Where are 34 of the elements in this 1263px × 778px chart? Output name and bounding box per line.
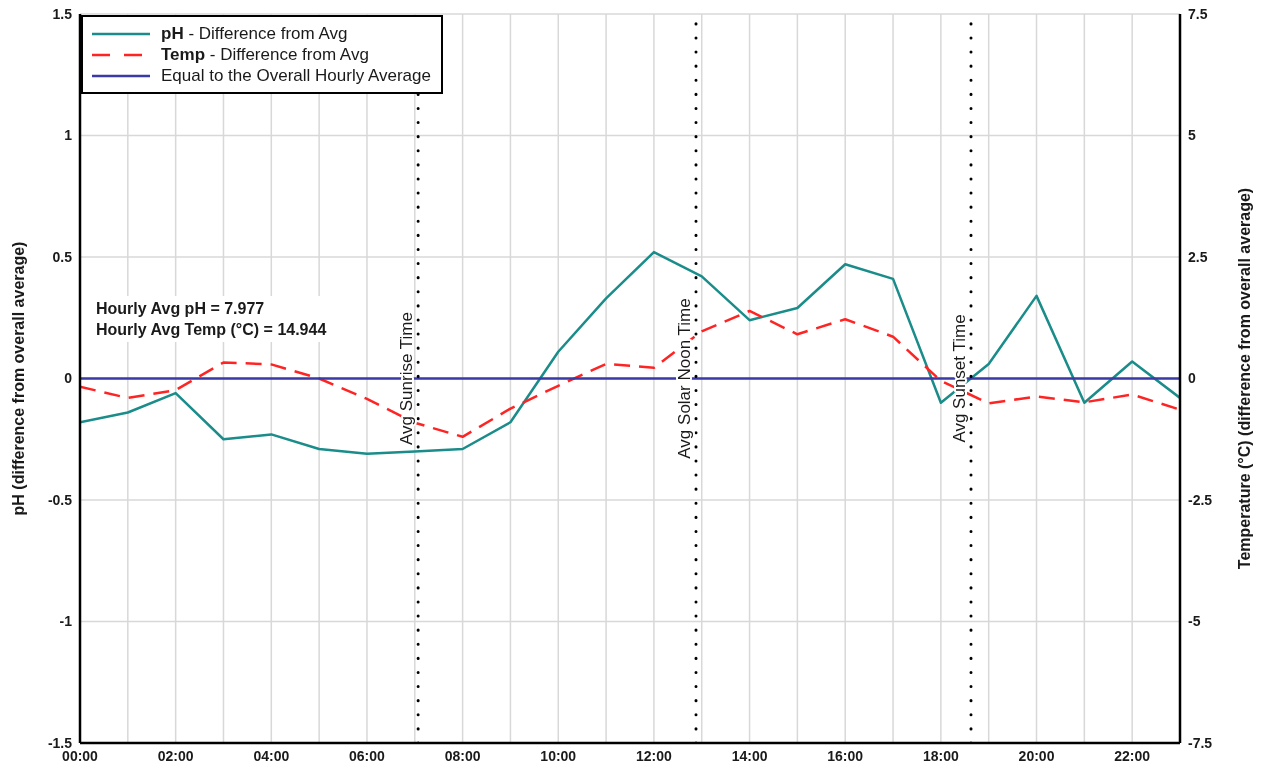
y2-tick-label: 2.5: [1188, 248, 1208, 265]
x-tick-label: 06:00: [349, 747, 386, 764]
y-tick-label: 1: [64, 127, 73, 144]
legend-label: pH - Difference from Avg: [161, 23, 348, 44]
y2-tick-label: -5: [1188, 613, 1201, 630]
x-tick-label: 10:00: [540, 747, 577, 764]
x-tick-label: 04:00: [253, 747, 290, 764]
y2-tick-label: -7.5: [1188, 734, 1213, 751]
y-axis-title: pH (difference from overall average): [9, 241, 27, 516]
y-tick-label: 1.5: [52, 5, 73, 22]
x-tick-label: 18:00: [922, 747, 959, 764]
y2-axis-title: Temperature (°C) (difference from overall average): [1235, 187, 1253, 570]
y2-tick-label: -2.5: [1188, 491, 1213, 508]
ref-line-label: Avg Sunrise Time: [397, 312, 417, 445]
y-tick-label: -1: [59, 613, 73, 630]
annotation: Hourly Avg pH = 7.977: [96, 300, 265, 317]
x-tick-label: 08:00: [444, 747, 481, 764]
x-tick-label: 22:00: [1114, 747, 1151, 764]
y-tick-label: 0.5: [52, 248, 73, 265]
x-tick-label: 14:00: [731, 747, 768, 764]
y2-tick-label: 5: [1188, 127, 1196, 144]
x-tick-label: 20:00: [1018, 747, 1055, 764]
y-tick-label: -0.5: [47, 491, 73, 508]
annotation: Hourly Avg Temp (°C) = 14.944: [96, 321, 327, 338]
x-tick-label: 02:00: [157, 747, 194, 764]
y2-tick-label: 0: [1188, 370, 1196, 387]
legend-label: Equal to the Overall Hourly Average: [161, 65, 431, 86]
y-tick-label: 0: [64, 370, 73, 387]
x-tick-label: 16:00: [827, 747, 864, 764]
y2-tick-label: 7.5: [1188, 5, 1208, 22]
ref-line-label: Avg Solar Noon Time: [675, 298, 694, 459]
ref-line-label: Avg Sunset Time: [950, 314, 969, 443]
legend-label: Temp - Difference from Avg: [161, 44, 369, 65]
x-tick-label: 12:00: [636, 747, 673, 764]
